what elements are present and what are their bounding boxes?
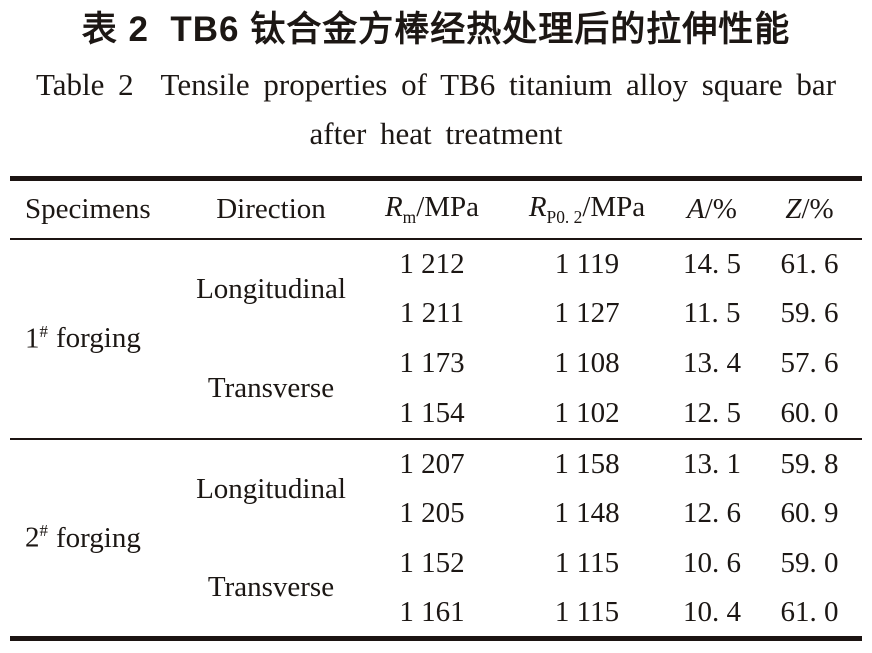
reduction-value: 61. 0 <box>780 595 839 628</box>
rm-value: 1 154 <box>399 396 465 429</box>
elongation-value: 13. 1 <box>667 437 757 489</box>
specimen-number: 1 <box>25 322 40 355</box>
table-row: 1# forging Longitudinal 1 212 1 119 14. 5… <box>10 239 862 355</box>
col-header-rp02: RP0. 2/MPa <box>507 179 667 239</box>
col-header-reduction: Z/% <box>757 179 862 239</box>
rm-value: 1 205 <box>399 497 465 529</box>
direction-cell-transverse: Transverse <box>207 570 335 603</box>
reduction-value: 61. 6 <box>780 247 839 280</box>
rp02-value: 1 115 <box>554 595 620 628</box>
specimen-label: forging <box>56 521 141 554</box>
rp02-value: 1 127 <box>554 297 620 329</box>
rm-unit: /MPa <box>416 190 480 223</box>
direction-cell-transverse: Transverse <box>207 371 335 404</box>
col-header-specimens: Specimens <box>25 192 151 225</box>
rp02-value: 1 158 <box>507 437 667 489</box>
reduction-value: 60. 0 <box>780 396 839 429</box>
table-title-chinese: 表 2 TB6 钛合金方棒经热处理后的拉伸性能 <box>81 10 791 49</box>
direction-cell-longitudinal: Longitudinal <box>196 272 346 305</box>
elongation-value: 10. 6 <box>683 547 741 579</box>
rm-subscript: m <box>402 206 417 227</box>
rp02-value: 1 115 <box>554 547 620 579</box>
table-row: 1 161 1 115 10. 4 61. 0 <box>10 589 862 639</box>
reduction-value: 59. 0 <box>780 547 839 579</box>
col-header-rm: Rm/MPa <box>357 179 507 239</box>
rm-value: 1 207 <box>357 437 507 489</box>
rm-value: 1 211 <box>399 297 465 329</box>
rp02-value: 1 102 <box>554 396 620 429</box>
reduction-value: 57. 6 <box>780 347 839 379</box>
tensile-properties-table: Specimens Direction Rm/MPa RP0. 2/MPa A/… <box>10 176 862 641</box>
specimen-cell-2: 2# forging <box>10 437 185 639</box>
specimen-label: forging <box>56 322 141 355</box>
reduction-value: 60. 9 <box>780 497 839 529</box>
rm-value: 1 161 <box>399 595 465 628</box>
table-title-english-line1: Table 2 Tensile properties of TB6 titani… <box>35 67 837 102</box>
direction-cell-longitudinal: Longitudinal <box>185 437 357 539</box>
table-row: 1 154 1 102 12. 5 60. 0 <box>10 389 862 439</box>
rm-value: 1 173 <box>399 347 465 379</box>
table-row: 2# forging Longitudinal 1 207 1 158 13. 1… <box>10 437 862 639</box>
table-row: Transverse 1 173 1 108 13. 4 57. 6 <box>10 339 862 404</box>
col-header-elongation: A/% <box>667 179 757 239</box>
elongation-value: 10. 4 <box>683 595 741 628</box>
rm-value: 1 152 <box>399 547 465 579</box>
rp02-value: 1 108 <box>554 347 620 379</box>
elongation-value: 12. 5 <box>683 396 741 429</box>
hash-superscript: # <box>39 321 48 341</box>
elongation-symbol: A <box>687 192 705 225</box>
elongation-value: 12. 6 <box>683 497 741 529</box>
header-row: Specimens Direction Rm/MPa RP0. 2/MPa A/… <box>10 179 862 239</box>
specimen-number: 2 <box>25 521 40 554</box>
reduction-unit: /% <box>801 192 834 225</box>
elongation-value: 14. 5 <box>683 247 741 280</box>
rp02-value: 1 119 <box>554 247 620 280</box>
rp02-symbol: R <box>528 190 547 223</box>
elongation-value: 11. 5 <box>683 297 741 329</box>
specimen-cell-1: 1# forging <box>10 239 185 439</box>
table-row: Transverse 1 152 1 115 10. 6 59. 0 <box>10 539 862 603</box>
rp02-value: 1 148 <box>554 497 620 529</box>
elongation-unit: /% <box>704 192 737 225</box>
reduction-symbol: Z <box>785 192 802 225</box>
rp02-subscript: P0. 2 <box>546 206 583 227</box>
col-header-direction: Direction <box>216 192 326 225</box>
rp02-unit: /MPa <box>582 190 646 223</box>
reduction-value: 59. 8 <box>757 437 862 489</box>
table-row: 1 205 1 148 12. 6 60. 9 <box>10 489 862 539</box>
rm-value: 1 212 <box>399 247 465 280</box>
table-row: 1 211 1 127 11. 5 59. 6 <box>10 289 862 339</box>
rm-symbol: R <box>384 190 403 223</box>
reduction-value: 59. 6 <box>780 297 839 329</box>
elongation-value: 13. 4 <box>683 347 741 379</box>
table-title-english-line2: after heat treatment <box>309 116 563 151</box>
hash-superscript: # <box>39 520 48 540</box>
